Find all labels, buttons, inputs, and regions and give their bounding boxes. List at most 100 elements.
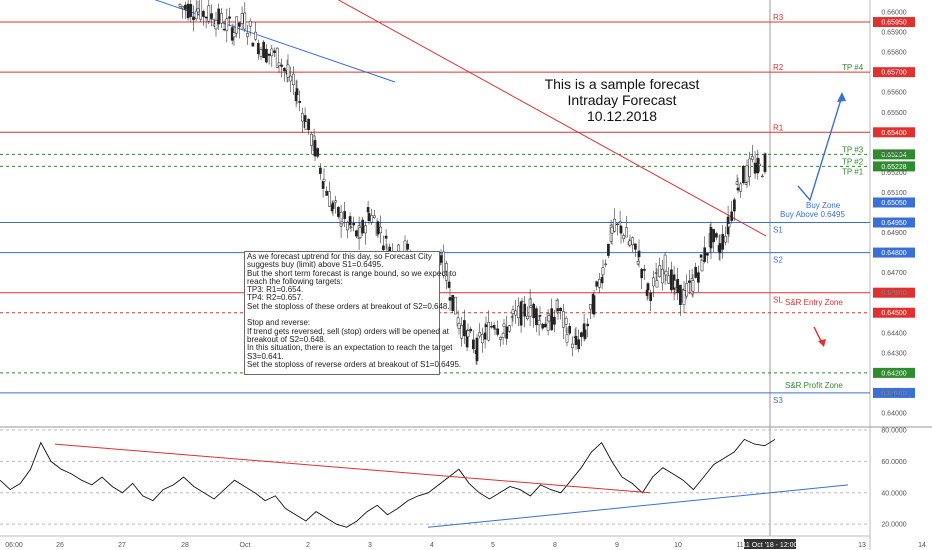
candle-up: [625, 227, 628, 238]
note-line: As we forecast uptrend for this day, so …: [247, 252, 432, 261]
note-line: Set the stoploss of reverse orders at br…: [247, 359, 462, 369]
candle-up: [724, 235, 727, 243]
candle-up: [589, 304, 592, 310]
candle-down: [535, 308, 538, 325]
sr-profit-zone-label: S&R Profit Zone: [785, 381, 843, 390]
x-tick-label: 28: [181, 542, 189, 549]
osc-y-tick-label: 20.0000: [881, 522, 906, 529]
candle-up: [358, 227, 362, 239]
candle-down: [307, 118, 311, 131]
candle-up: [225, 18, 229, 32]
candle-up: [196, 8, 200, 13]
candle-down: [763, 153, 767, 173]
x-tick-label: 26: [56, 542, 64, 549]
price-box: [873, 161, 915, 172]
candle-up: [758, 163, 761, 166]
y-tick-label: 0.64000: [881, 410, 906, 417]
candle-down: [343, 211, 347, 219]
osc-y-tick-label: 60.0000: [881, 459, 906, 466]
price-box-label: 0.65700: [881, 70, 906, 77]
candle-down: [607, 243, 610, 256]
candle-up: [664, 271, 668, 276]
time-axis: 06:00 26 27 28 Oct 2 3 4 5 8 9 10 11 13 14: [5, 542, 926, 549]
price-box-label: 0.64600: [881, 290, 906, 297]
x-tick-label: 14: [918, 542, 926, 549]
x-tick-label: Oct: [240, 542, 251, 549]
y-tick-label: 0.65100: [881, 190, 906, 197]
candle-down: [742, 166, 745, 184]
candle-down: [688, 280, 691, 283]
candle-down: [753, 162, 757, 174]
candle-up: [564, 317, 568, 325]
candle-up: [457, 323, 461, 329]
price-box: [873, 127, 915, 138]
candle-down: [538, 315, 542, 317]
candle-up: [259, 49, 263, 57]
current-time-box: [744, 539, 796, 549]
x-tick-label: 4: [430, 542, 434, 549]
candle-up: [346, 222, 349, 231]
note-line: But the short term forecast is range bou…: [247, 268, 457, 278]
candle-down: [553, 316, 556, 325]
price-box: [873, 217, 915, 228]
candle-down: [730, 211, 734, 221]
candle-down: [703, 247, 707, 262]
candle-down: [616, 223, 619, 226]
candle-up: [499, 337, 502, 340]
candle-up: [322, 178, 326, 182]
candle-down: [325, 190, 329, 196]
candle-up: [214, 19, 218, 30]
candle-up: [466, 330, 470, 337]
y-tick-label: 0.65800: [881, 50, 906, 57]
candle-down: [204, 16, 208, 19]
candle-up: [379, 226, 383, 234]
candle-down: [559, 307, 563, 311]
buy-zone-label: Buy Zone: [806, 201, 841, 210]
candle-up: [631, 237, 635, 245]
candle-down: [505, 326, 509, 339]
candle-up: [286, 64, 290, 78]
price-box-label: 0.64200: [881, 370, 906, 377]
level-label: R1: [773, 123, 784, 132]
candle-up: [652, 277, 655, 287]
forecast-arrows: [797, 92, 846, 347]
candle-down: [676, 279, 680, 294]
price-box: [873, 17, 915, 28]
y-tick-label: 0.65900: [881, 30, 906, 37]
resistance-trendline: [337, 0, 767, 237]
price-box: [873, 247, 915, 258]
candle-up: [685, 283, 689, 297]
candle-down: [544, 323, 547, 328]
candle-down: [718, 243, 722, 254]
candle-down: [697, 272, 700, 283]
price-box-label: 0.64800: [881, 250, 906, 257]
candle-down: [280, 64, 284, 67]
candle-down: [217, 8, 221, 25]
candle-down: [679, 284, 682, 306]
candle-up: [673, 280, 677, 289]
candle-up: [565, 334, 569, 343]
price-box-label: 0.64950: [881, 220, 906, 227]
candle-down: [556, 308, 560, 312]
candle-down: [619, 225, 623, 234]
price-box: [873, 197, 915, 208]
candle-down: [186, 3, 190, 19]
price-box: [873, 149, 915, 160]
candle-up: [289, 75, 293, 82]
candle-down: [202, 11, 205, 17]
candle-up: [628, 240, 632, 246]
x-tick-label: 5: [491, 542, 495, 549]
x-tick-label: 10: [674, 542, 682, 549]
candle-down: [352, 222, 356, 226]
candle-down: [447, 281, 451, 288]
note-line: breakout of S2=0.648.: [247, 334, 326, 344]
candle-up: [502, 323, 506, 327]
candle-up: [246, 33, 249, 37]
candle-down: [469, 328, 473, 332]
candle-up: [682, 289, 686, 305]
candle-up: [493, 328, 497, 330]
candle-down: [595, 281, 599, 287]
candle-up: [373, 215, 376, 218]
level-label: TP #2: [842, 157, 864, 166]
price-axis: 0.65950 0.65700 0.65400 0.65294 0.65228 0.649…: [873, 10, 915, 417]
